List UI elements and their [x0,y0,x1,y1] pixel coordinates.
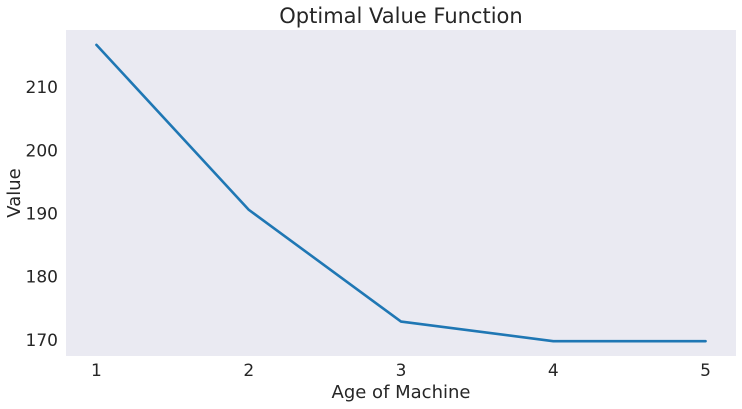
y-tick-label: 190 [26,205,58,225]
y-tick-label: 170 [26,331,58,351]
y-tick-label: 210 [26,78,58,98]
y-tick-label: 180 [26,268,58,288]
plot-area [66,30,736,356]
chart-title: Optimal Value Function [279,4,522,28]
y-axis-ticks: 170 180 190 200 210 [26,78,58,351]
x-tick-label: 5 [700,361,711,381]
y-axis-label: Value [4,168,25,217]
series-layer [95,43,707,343]
x-tick-label: 3 [396,361,407,381]
x-axis-ticks: 1 2 3 4 5 [91,361,711,381]
x-tick-label: 2 [243,361,254,381]
series-line [95,43,707,343]
x-tick-label: 1 [91,361,102,381]
x-axis-label: Age of Machine [332,382,471,403]
y-tick-label: 200 [26,141,58,161]
x-tick-label: 4 [548,361,559,381]
